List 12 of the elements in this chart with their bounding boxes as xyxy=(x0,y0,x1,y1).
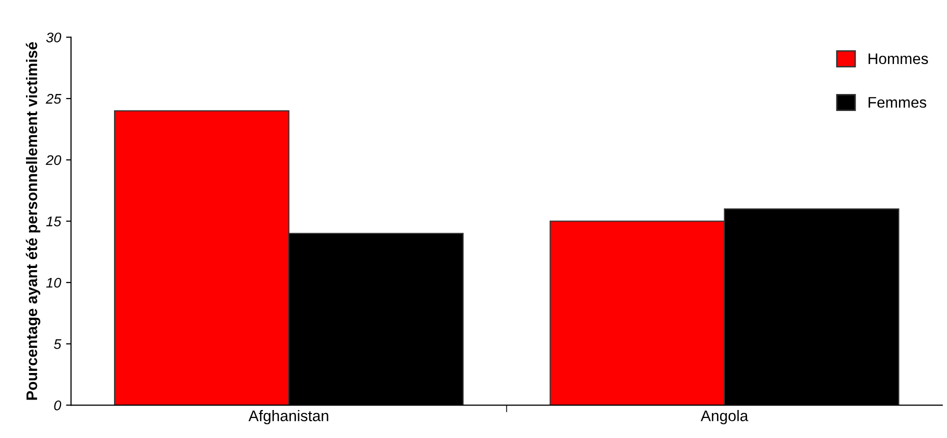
y-tick-label: 0 xyxy=(54,400,62,410)
legend-label: Hommes xyxy=(868,53,928,64)
x-tick-label: Angola xyxy=(700,410,748,424)
y-tick-label: 20 xyxy=(46,155,62,166)
x-tick-label: Afghanistan xyxy=(248,410,328,424)
y-tick-label: 30 xyxy=(46,32,62,42)
y-tick-label: 25 xyxy=(46,94,62,104)
y-tick-label: 5 xyxy=(54,339,62,349)
legend-label: Femmes xyxy=(868,97,926,108)
y-tick-label: 15 xyxy=(46,216,62,226)
y-tick-label: 10 xyxy=(46,278,62,288)
y-axis-title: Pourcentage ayant été personnellement victimisé xyxy=(26,42,40,400)
